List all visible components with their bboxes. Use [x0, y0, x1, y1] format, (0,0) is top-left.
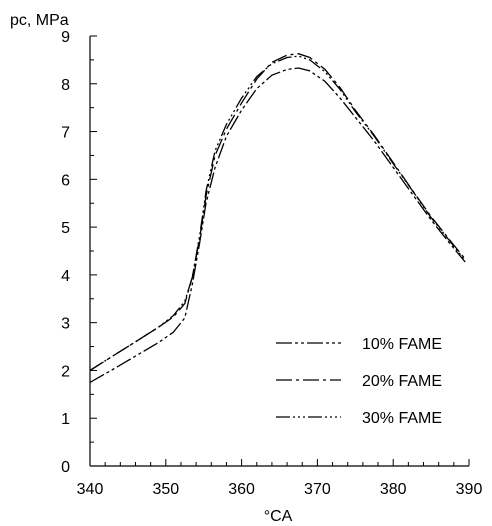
- y-tick-label: 9: [61, 29, 70, 46]
- series-line-2: [89, 53, 466, 371]
- x-tick-label: 390: [456, 481, 483, 498]
- x-tick-label: 360: [228, 481, 255, 498]
- series-line-3: [89, 55, 466, 371]
- y-tick-label: 3: [61, 316, 70, 333]
- y-tick-label: 2: [61, 363, 70, 380]
- y-tick-label: 8: [61, 77, 70, 94]
- series-line-1: [89, 67, 466, 383]
- y-tick-label: 7: [61, 125, 70, 142]
- legend-label-3: 30% FAME: [362, 410, 442, 427]
- x-tick-label: 370: [304, 481, 331, 498]
- y-tick-label: 1: [61, 411, 70, 428]
- series-lines: [89, 53, 466, 383]
- ticks: 0 1 2 3 4 5 6 7 8 9 340 350 360 370 380 390: [61, 29, 482, 498]
- legend-label-1: 10% FAME: [362, 336, 442, 353]
- x-tick-label: 380: [380, 481, 407, 498]
- x-tick-label: 350: [152, 481, 179, 498]
- y-tick-label: 6: [61, 172, 70, 189]
- y-tick-label: 0: [61, 459, 70, 476]
- y-tick-label: 4: [61, 268, 70, 285]
- x-tick-label: 340: [77, 481, 104, 498]
- legend: 10% FAME 20% FAME 30% FAME: [276, 336, 442, 427]
- y-tick-label: 5: [61, 220, 70, 237]
- axes: [89, 36, 469, 467]
- x-axis-label: °CA: [264, 508, 293, 525]
- legend-label-2: 20% FAME: [362, 373, 442, 390]
- y-axis-label: pc, MPa: [10, 12, 69, 29]
